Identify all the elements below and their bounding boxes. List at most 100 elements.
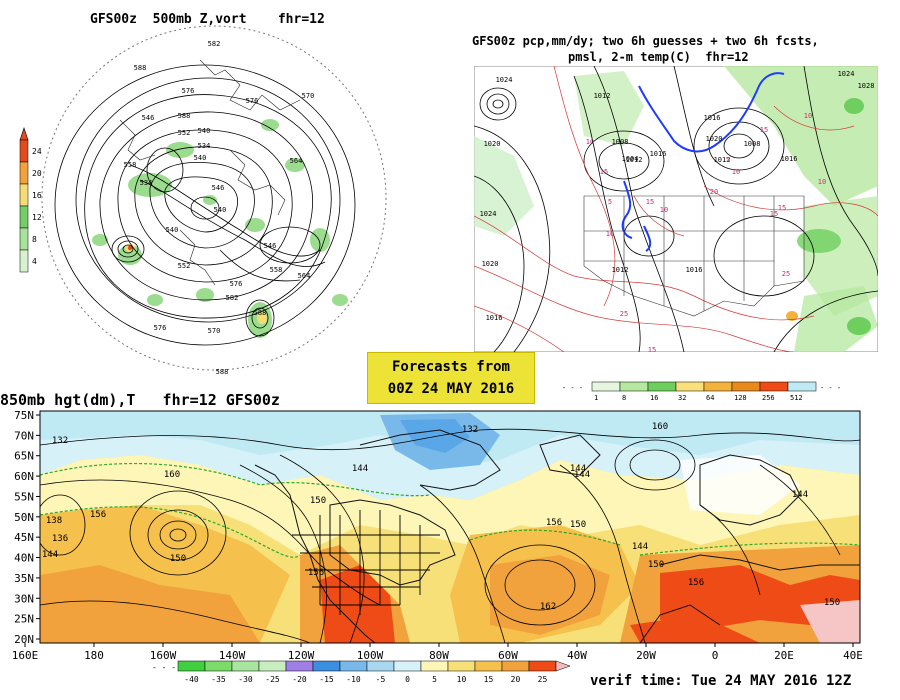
temperature-label: 10 <box>606 230 614 238</box>
x-tick-label: 180 <box>84 649 104 662</box>
contour-label: 576 <box>230 280 243 288</box>
colorbar-swatch <box>312 660 341 672</box>
precip-title-line2: pmsl, 2-m temp(C) fhr=12 <box>568 50 749 64</box>
x-tick-label: 60W <box>498 649 518 662</box>
x-tick-label: 160E <box>12 649 39 662</box>
contour-label: 570 <box>208 327 221 335</box>
colorbar-tick-label: -40 <box>184 675 199 684</box>
precip-colorbar: - - - - - - 1 8 16 32 64 128 256 512 <box>562 381 841 402</box>
contour-label: 150 <box>570 520 586 530</box>
y-tick-label: 55N <box>14 490 34 503</box>
contour-label: 156 <box>546 518 562 528</box>
contour-label: 534 <box>140 179 153 187</box>
lowlevel-850mb-title: 850mb hgt(dm),T fhr=12 GFS00z <box>0 391 280 409</box>
colorbar-swatch <box>619 381 649 392</box>
y-tick-label: 35N <box>14 572 34 585</box>
colorbar-tick-label: 20 <box>32 169 42 178</box>
temperature-label: 5 <box>726 156 730 164</box>
contour-label: 564 <box>298 272 311 280</box>
colorbar-dash: - - - <box>562 384 583 392</box>
contour-label: 144 <box>574 470 590 480</box>
x-tick-label: 80W <box>429 649 449 662</box>
contour-label: 540 <box>198 127 211 135</box>
colorbar-arrow <box>19 127 29 141</box>
colorbar-tick-label: 24 <box>32 147 42 156</box>
contour-label: 162 <box>540 602 556 612</box>
colorbar-swatch <box>447 660 476 672</box>
y-tick-label: 75N <box>14 409 34 422</box>
contour-label: 144 <box>42 550 58 560</box>
colorbar-swatch <box>591 381 621 392</box>
colorbar-swatch <box>231 660 260 672</box>
contour-label: 558 <box>270 266 283 274</box>
colorbar-swatch <box>731 381 761 392</box>
colorbar-tick-label: -10 <box>346 675 361 684</box>
temperature-label: 20 <box>710 188 718 196</box>
colorbar-tick-label: 16 <box>650 394 658 402</box>
contour-label: 156 <box>688 578 704 588</box>
colorbar-dash: - - - <box>152 663 176 672</box>
x-tick-label: 20W <box>636 649 656 662</box>
contour-label: 136 <box>52 534 68 544</box>
colorbar-swatch <box>19 161 29 185</box>
x-tick-label: 20E <box>774 649 794 662</box>
contour-label: 588 <box>254 309 267 317</box>
temperature-label: 15 <box>600 168 608 176</box>
contour-label: 144 <box>792 490 808 500</box>
colorbar-tick-label: -15 <box>319 675 334 684</box>
colorbar-swatch <box>366 660 395 672</box>
x-tick-label: 0 <box>712 649 719 662</box>
colorbar-swatch <box>19 227 29 251</box>
contour-label: 564 <box>290 157 303 165</box>
colorbar-tick-label: 20 <box>511 675 521 684</box>
contour-label: 540 <box>166 226 179 234</box>
colorbar-dash: - - - <box>820 384 841 392</box>
y-tick-label: 40N <box>14 552 34 565</box>
forecast-banner: Forecasts from 00Z 24 MAY 2016 <box>367 352 535 404</box>
temperature-label: 15 <box>778 204 786 212</box>
colorbar-tick-label: 512 <box>790 394 803 402</box>
contour-label: 546 <box>264 242 277 250</box>
temperature-contours <box>474 66 878 352</box>
colorbar-tick-label: 64 <box>706 394 714 402</box>
colorbar-tick-label: 8 <box>622 394 626 402</box>
coastlines-850 <box>254 429 860 643</box>
colorbar-tick-label: 4 <box>32 257 37 266</box>
y-tick-label: 45N <box>14 531 34 544</box>
contour-label: 588 <box>178 112 191 120</box>
height-contours <box>54 64 356 346</box>
temperature-label: 15 <box>760 126 768 134</box>
colorbar-tick-label: 128 <box>734 394 747 402</box>
contour-label: 552 <box>178 262 191 270</box>
temperature-label: 10 <box>818 178 826 186</box>
polar-colorbar: 24 20 16 12 8 4 <box>19 127 42 273</box>
isobar-label: 1008 <box>612 138 629 146</box>
isobar-label: 1016 <box>650 150 667 158</box>
colorbar-swatch <box>393 660 422 672</box>
colorbar-swatch <box>19 183 29 207</box>
colorbar-tick-label: -35 <box>211 675 226 684</box>
isobar-label: 1004 <box>622 155 639 163</box>
isobar-label: 1012 <box>714 156 731 164</box>
colorbar-swatch <box>759 381 789 392</box>
colorbar-swatch <box>675 381 705 392</box>
coastlines <box>119 59 301 286</box>
temperature-label: 10 <box>732 168 740 176</box>
contour-label: 160 <box>652 422 668 432</box>
map-850-axes: 75N 70N 65N 60N 55N 50N 45N 40N 35N 30N 25N 20N 160E… <box>12 409 863 662</box>
contour-label: 546 <box>142 114 155 122</box>
y-tick-label: 20N <box>14 633 34 646</box>
colorbar-swatch <box>703 381 733 392</box>
freezing-line <box>621 72 785 252</box>
colorbar-tick-label: 12 <box>32 213 42 222</box>
contour-label: 540 <box>194 154 207 162</box>
contour-label: 576 <box>246 97 259 105</box>
contour-label: 552 <box>178 129 191 137</box>
contour-label: 540 <box>214 206 227 214</box>
precip-pmsl-map: 1024102010241020101610121008100410121016… <box>474 66 878 352</box>
colorbar-tick-label: 15 <box>484 675 494 684</box>
contour-label: 160 <box>164 470 180 480</box>
colorbar-swatch <box>528 660 557 672</box>
colorbar-tick-label: 5 <box>432 675 437 684</box>
